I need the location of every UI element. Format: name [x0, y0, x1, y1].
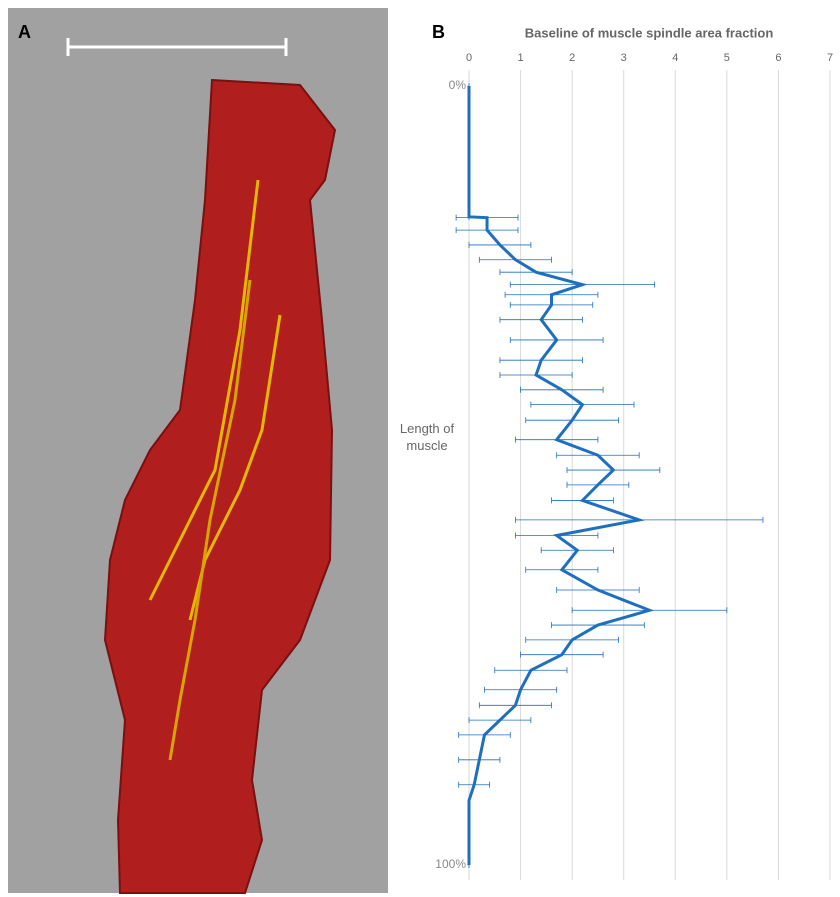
page: A B Baseline of muscle spindle area frac… [0, 0, 840, 897]
panel-label: A [18, 22, 31, 42]
y-tick-label: 0% [449, 78, 467, 92]
panel-label: B [432, 22, 445, 42]
x-tick-label: 7 [827, 52, 833, 64]
x-tick-label: 0 [466, 52, 472, 64]
panel-b: B Baseline of muscle spindle area fracti… [432, 22, 833, 880]
x-tick-label: 4 [672, 52, 678, 64]
y-tick-label: 100% [435, 857, 466, 871]
x-tick-label: 6 [775, 52, 781, 64]
y-axis-title: Length of muscle [390, 420, 464, 454]
profile-line [469, 86, 650, 865]
x-axis-title: Baseline of muscle spindle area fraction [525, 25, 774, 40]
x-tick-label: 1 [518, 52, 524, 64]
x-tick-label: 3 [621, 52, 627, 64]
panel-a: A [8, 8, 388, 893]
x-tick-label: 2 [569, 52, 575, 64]
x-tick-label: 5 [724, 52, 730, 64]
